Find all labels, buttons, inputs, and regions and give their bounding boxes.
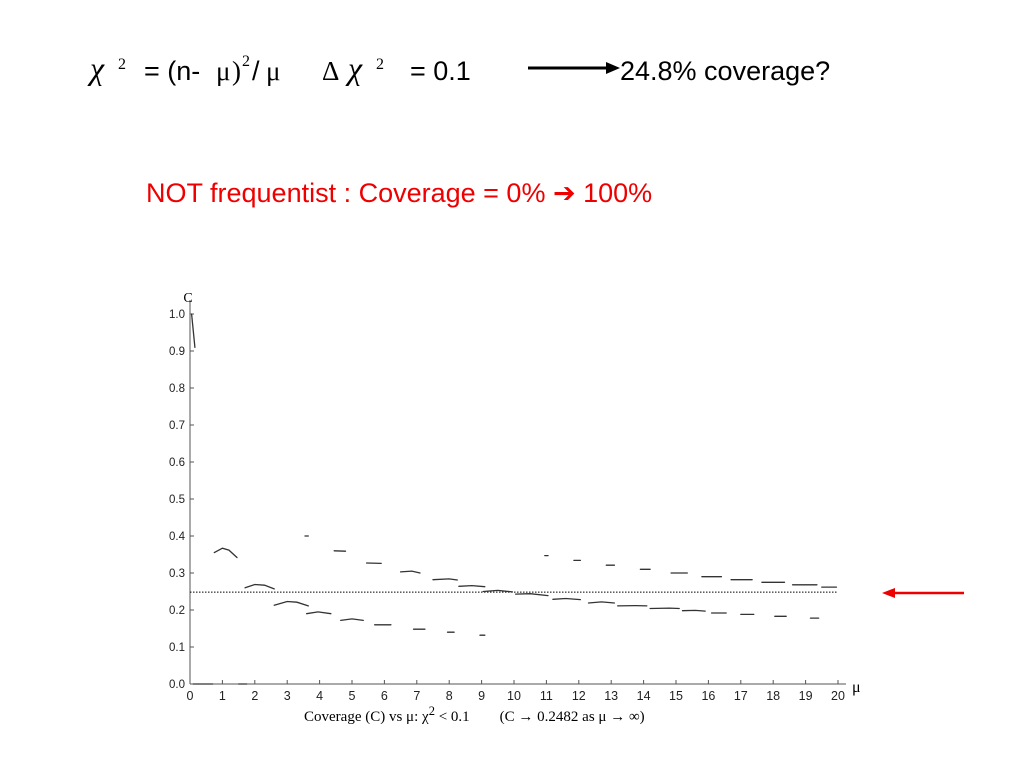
y-tick-label: 0.3	[169, 568, 185, 580]
delta-symbol: Δ	[322, 56, 340, 86]
caption-condition: < 0.1	[434, 709, 470, 725]
caption-exponent: 2	[428, 704, 435, 718]
y-tick-label: 1.0	[169, 309, 185, 321]
coverage-segment	[432, 578, 458, 581]
x-tick-label: 14	[637, 689, 651, 703]
x-tick-label: 12	[572, 689, 586, 703]
delta-value: = 0.1	[410, 56, 471, 86]
y-tick-label: 0.4	[169, 531, 186, 543]
y-tick-label: 0.9	[169, 346, 185, 358]
x-tick-label: 15	[669, 689, 683, 703]
coverage-segment	[552, 597, 582, 601]
x-tick-label: 19	[799, 689, 813, 703]
x-tick-label: 4	[316, 689, 323, 703]
coverage-segment	[587, 601, 616, 604]
subtitle: NOT frequentist : Coverage = 0% ➔ 100%	[146, 178, 653, 208]
y-tick-label: 0.0	[169, 679, 185, 691]
y-tick-label: 0.6	[169, 457, 185, 469]
coverage-segment	[482, 589, 514, 593]
chart-caption: Coverage (C) vs μ: χ2 < 0.1 (C → 0.2482 a…	[304, 704, 645, 726]
y-axis-label: C	[183, 291, 192, 306]
caption-text: Coverage (C) vs μ: χ	[304, 709, 429, 725]
x-tick-label: 9	[478, 689, 485, 703]
x-tick-label: 1	[219, 689, 226, 703]
formula-mu-denominator: μ	[266, 56, 281, 86]
x-tick-label: 3	[284, 689, 291, 703]
pointer-arrow-icon	[882, 588, 895, 598]
coverage-segment	[340, 618, 364, 622]
x-tick-label: 5	[349, 689, 356, 703]
x-tick-label: 16	[701, 689, 715, 703]
delta-chi-exponent: 2	[376, 56, 384, 73]
x-tick-label: 2	[251, 689, 258, 703]
coverage-segment	[273, 600, 309, 607]
right-arrow-icon	[528, 62, 620, 74]
x-tick-label: 8	[446, 689, 453, 703]
x-tick-label: 13	[604, 689, 618, 703]
y-tick-label: 0.8	[169, 383, 185, 395]
formula-slash: /	[252, 56, 260, 86]
coverage-segment	[399, 570, 421, 574]
x-tick-label: 0	[187, 689, 194, 703]
coverage-segment	[190, 313, 196, 348]
x-tick-label: 18	[766, 689, 780, 703]
coverage-segment	[244, 583, 275, 590]
y-tick-label: 0.1	[169, 642, 185, 654]
formula-exponent: 2	[242, 53, 250, 70]
formula-line: χ 2 = (n- μ ) 2 / μ Δ χ 2 = 0.1 24.8% co…	[86, 50, 986, 94]
caption-limit: (C → 0.2482 as μ → ∞)	[499, 709, 645, 725]
coverage-segment	[213, 547, 238, 559]
y-tick-label: 0.7	[169, 420, 185, 432]
formula-mu: μ	[216, 56, 231, 86]
coverage-segment	[514, 593, 549, 597]
coverage-segment	[681, 609, 706, 612]
chi-symbol: χ	[90, 50, 105, 86]
x-tick-label: 10	[507, 689, 521, 703]
x-tick-label: 7	[413, 689, 420, 703]
y-tick-label: 0.5	[169, 494, 185, 506]
formula-open: = (n-	[144, 56, 201, 86]
delta-chi-symbol: χ	[348, 50, 363, 86]
coverage-result: 24.8% coverage?	[620, 56, 831, 86]
x-axis-label: μ	[852, 679, 861, 696]
coverage-segment	[305, 611, 332, 615]
x-tick-label: 11	[540, 689, 553, 703]
x-tick-label: 6	[381, 689, 388, 703]
y-tick-label: 0.2	[169, 605, 185, 617]
x-tick-label: 17	[734, 689, 748, 703]
x-tick-label: 20	[831, 689, 845, 703]
formula-close-paren: )	[232, 56, 241, 86]
coverage-segment	[458, 584, 486, 588]
chi-exponent: 2	[118, 56, 126, 73]
